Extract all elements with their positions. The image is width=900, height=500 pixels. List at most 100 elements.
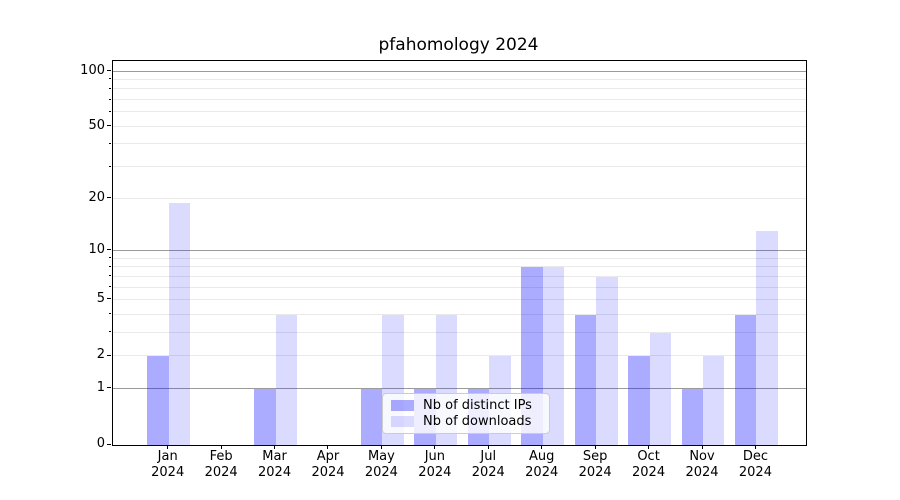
- x-label-year: 2024: [204, 465, 238, 480]
- y-tick-label-100: 100: [80, 62, 105, 78]
- x-label-month: May: [367, 449, 395, 464]
- x-tick-label-jun: Jun 2024: [403, 449, 467, 481]
- x-tick-feb: [220, 445, 222, 449]
- gridline-minor-80: [113, 88, 806, 90]
- x-label-year: 2024: [578, 465, 612, 480]
- bar-downloads-mar: [275, 314, 297, 445]
- y-tick-100: [107, 70, 111, 71]
- y-tick-5: [107, 298, 111, 300]
- x-label-year: 2024: [738, 465, 772, 480]
- y-tick-label-5: 5: [96, 290, 105, 306]
- x-tick-jan: [167, 445, 169, 449]
- y-minor-tick-4: [109, 313, 111, 315]
- bar-downloads-dec: [756, 231, 778, 445]
- y-tick-50: [107, 125, 111, 127]
- y-minor-tick-3: [109, 331, 111, 333]
- legend: Nb of distinct IPs Nb of downloads: [382, 393, 550, 434]
- x-tick-aug: [541, 445, 543, 449]
- x-tick-jun: [434, 445, 436, 449]
- y-minor-tick-9: [109, 257, 111, 259]
- bar-distinct-ips-may: [361, 388, 383, 445]
- y-minor-tick-60: [109, 110, 111, 112]
- legend-item-downloads: Nb of downloads: [391, 414, 541, 429]
- bar-downloads-nov: [703, 356, 725, 445]
- bar-downloads-oct: [649, 332, 671, 445]
- x-tick-dec: [754, 445, 756, 449]
- plot-area: Nb of distinct IPs Nb of downloads: [112, 60, 807, 446]
- y-tick-label-10: 10: [88, 241, 105, 257]
- gridline-minor-20: [113, 197, 806, 199]
- gridline-major-100: [113, 70, 806, 72]
- x-label-year: 2024: [525, 465, 559, 480]
- x-label-year: 2024: [685, 465, 719, 480]
- bar-distinct-ips-mar: [254, 388, 276, 445]
- x-tick-label-jan: Jan 2024: [136, 449, 200, 481]
- x-tick-label-feb: Feb 2024: [189, 449, 253, 481]
- gridline-minor-3: [113, 331, 806, 333]
- x-label-year: 2024: [258, 465, 292, 480]
- x-label-month: Aug: [529, 449, 555, 464]
- gridline-minor-9: [113, 257, 806, 259]
- bar-distinct-ips-dec: [735, 314, 757, 445]
- chart-title: pfahomology 2024: [378, 35, 539, 55]
- x-label-year: 2024: [364, 465, 398, 480]
- x-label-month: Jan: [157, 449, 178, 464]
- y-tick-10: [107, 249, 111, 251]
- x-label-year: 2024: [151, 465, 185, 480]
- gridline-minor-70: [113, 99, 806, 101]
- y-minor-tick-8: [109, 265, 111, 267]
- x-tick-label-sep: Sep 2024: [563, 449, 627, 481]
- gridline-minor-40: [113, 143, 806, 145]
- x-label-month: Jun: [424, 449, 445, 464]
- bar-distinct-ips-jan: [147, 356, 169, 445]
- y-tick-1: [107, 387, 111, 389]
- gridline-minor-7: [113, 275, 806, 277]
- x-label-month: Dec: [742, 449, 768, 464]
- bar-downloads-sep: [596, 276, 618, 445]
- x-tick-label-oct: Oct 2024: [617, 449, 681, 481]
- x-tick-apr: [327, 445, 329, 449]
- y-minor-tick-70: [109, 98, 111, 100]
- y-minor-tick-80: [109, 87, 111, 89]
- x-tick-label-may: May 2024: [349, 449, 413, 481]
- x-label-month: Jul: [480, 449, 497, 464]
- y-tick-0: [107, 443, 111, 445]
- y-minor-tick-6: [109, 286, 111, 288]
- y-tick-label-50: 50: [88, 117, 105, 133]
- x-tick-label-mar: Mar 2024: [243, 449, 307, 481]
- gridline-minor-6: [113, 286, 806, 288]
- y-minor-tick-7: [109, 275, 111, 277]
- y-minor-tick-40: [109, 142, 111, 144]
- gridline-major-1: [113, 387, 806, 389]
- x-label-year: 2024: [632, 465, 666, 480]
- y-tick-20: [107, 197, 111, 199]
- x-tick-label-nov: Nov 2024: [670, 449, 734, 481]
- x-tick-label-aug: Aug 2024: [510, 449, 574, 481]
- x-label-year: 2024: [418, 465, 452, 480]
- bar-distinct-ips-nov: [681, 388, 703, 445]
- gridline-minor-2: [113, 355, 806, 357]
- legend-swatch-distinct-ips: [391, 400, 414, 412]
- x-tick-label-dec: Dec 2024: [723, 449, 787, 481]
- gridline-minor-4: [113, 313, 806, 315]
- x-tick-mar: [274, 445, 276, 449]
- x-label-month: Nov: [689, 449, 715, 464]
- x-tick-jul: [487, 445, 489, 449]
- x-label-year: 2024: [471, 465, 505, 480]
- gridline-minor-8: [113, 266, 806, 268]
- gridline-minor-90: [113, 78, 806, 80]
- x-label-month: Mar: [262, 449, 287, 464]
- x-label-month: Sep: [582, 449, 608, 464]
- x-tick-label-jul: Jul 2024: [456, 449, 520, 481]
- x-label-month: Oct: [637, 449, 660, 464]
- x-tick-nov: [701, 445, 703, 449]
- y-minor-tick-90: [109, 78, 111, 80]
- gridline-minor-5: [113, 299, 806, 300]
- gridline-minor-30: [113, 166, 806, 168]
- y-tick-label-2: 2: [96, 347, 105, 363]
- y-tick-label-20: 20: [88, 189, 105, 205]
- legend-label-downloads: Nb of downloads: [423, 413, 532, 429]
- x-label-month: Apr: [316, 449, 340, 464]
- bar-distinct-ips-oct: [628, 356, 650, 445]
